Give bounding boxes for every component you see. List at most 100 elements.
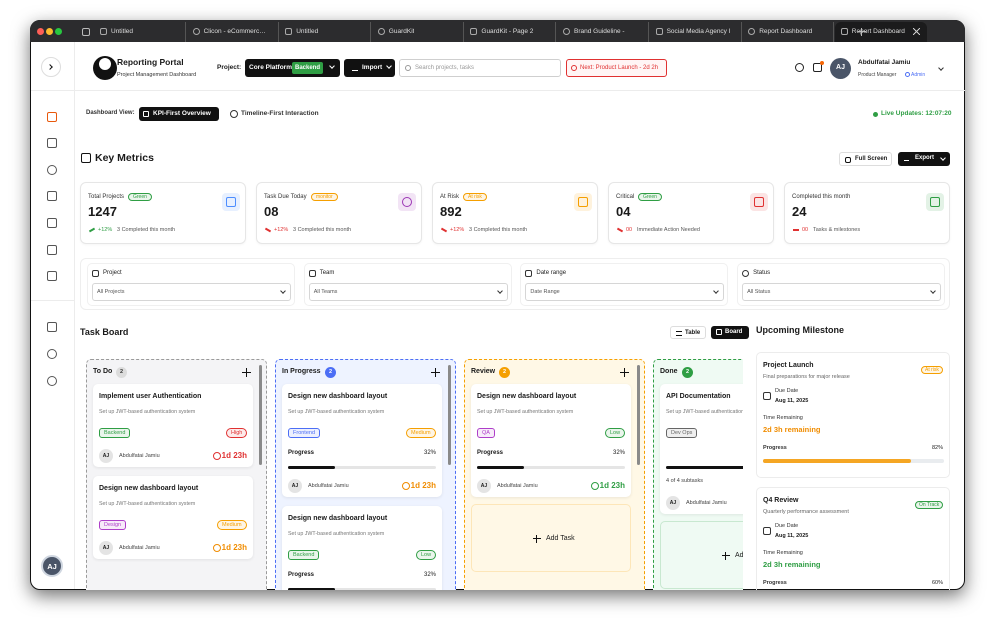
metric-value: 24 — [792, 204, 807, 220]
trend-icon — [264, 227, 272, 233]
chevron — [329, 63, 335, 69]
assignee-name: Abdulfatai Jamiu — [686, 499, 727, 506]
progress-label: Progress — [288, 450, 315, 457]
import-button[interactable]: Import — [344, 59, 395, 77]
icon[interactable] — [47, 112, 57, 122]
icon[interactable] — [795, 63, 804, 72]
user-avatar[interactable] — [830, 58, 851, 79]
filter-select[interactable]: All Teams — [308, 283, 508, 301]
browser-tab[interactable]: GuardKit - Page 2 — [464, 22, 557, 42]
view-label: Dashboard View: — [86, 110, 135, 117]
scrollbar — [448, 365, 451, 465]
metric-change: +12% — [98, 226, 113, 233]
assignee-initials: AJ — [102, 545, 110, 551]
export-button[interactable]: Export — [898, 152, 950, 166]
add-task-icon[interactable] — [620, 368, 629, 377]
browser-tab[interactable]: Untitled — [94, 22, 186, 42]
add-task-area[interactable]: Add Task — [660, 521, 743, 589]
project-select[interactable]: Core Platform Backend — [245, 59, 340, 77]
add-task-area[interactable]: Add Task — [471, 504, 631, 572]
icon[interactable] — [47, 349, 57, 359]
metric-card: Total Projects Green 1247 +12% 3 Completed t… — [80, 182, 246, 244]
browser-tab[interactable]: Clicon - eCommerce M — [187, 22, 279, 42]
browser-tab[interactable]: Report Dashboard — [834, 22, 927, 42]
metric-label: At Risk — [440, 194, 460, 201]
metric-label: Critical — [616, 194, 635, 201]
icon — [192, 28, 200, 35]
task-desc: Set up JWT-based authentication system — [477, 408, 574, 415]
icon — [716, 329, 722, 335]
icon — [571, 65, 577, 71]
filter-select[interactable]: All Status — [742, 283, 942, 301]
metric-card: Task Due Today monitor 08 +12% 3 Completed t… — [256, 182, 422, 244]
icon — [578, 197, 588, 207]
tab-close[interactable] — [912, 28, 920, 35]
browser-tab[interactable]: Report Dashboard — [742, 22, 835, 42]
window-control[interactable] — [37, 28, 44, 35]
filter-group: Status All Status — [737, 263, 946, 306]
milestone-card[interactable]: Q4 Review Quarterly performance assessmen… — [756, 487, 950, 590]
due-label: Due Date — [775, 522, 799, 529]
window-control[interactable] — [55, 28, 62, 35]
icon — [748, 28, 756, 35]
view-option-active[interactable]: KPI-First Overview — [139, 107, 219, 121]
browser-tab[interactable]: GuardKit — [372, 22, 464, 42]
search-input[interactable]: Search projects, tasks — [399, 59, 561, 77]
icon[interactable] — [47, 165, 57, 175]
icon[interactable] — [47, 322, 57, 332]
browser-tab[interactable]: Untitled — [279, 22, 372, 42]
task-card[interactable]: Design new dashboard layout Set up JWT-ba… — [282, 384, 442, 497]
progress-value: 32% — [423, 450, 436, 457]
view-option[interactable]: Timeline-First Interaction — [241, 110, 319, 118]
task-time: 1d 23h — [599, 481, 625, 491]
portal-subtitle: Project Management Dashboard — [117, 71, 197, 78]
metric-note: Tasks & milestones — [813, 226, 861, 233]
view-toggle[interactable]: Table — [670, 326, 706, 339]
metric-value: 1247 — [88, 204, 117, 220]
icon[interactable] — [47, 218, 57, 228]
icon[interactable] — [813, 63, 822, 72]
icon — [82, 28, 90, 36]
view-toggle-active[interactable]: Board — [711, 326, 749, 339]
filter-select[interactable]: Date Range — [525, 283, 725, 301]
view-toggle-label: Table — [685, 329, 701, 336]
task-card[interactable]: Design new dashboard layout Set up JWT-ba… — [93, 476, 253, 559]
task-card[interactable]: API Documentation Set up JWT-based authen… — [660, 384, 743, 514]
task-card[interactable]: Implement user Authentication Set up JWT-… — [93, 384, 253, 467]
full-screen-button[interactable]: Full Screen — [839, 152, 892, 166]
milestone-card[interactable]: Project Launch Final preparations for maj… — [756, 352, 950, 478]
filter-value: All Projects — [97, 289, 125, 296]
add-task-icon[interactable] — [242, 368, 251, 377]
add-task-icon[interactable] — [431, 368, 440, 377]
button-label: Export — [915, 155, 935, 162]
filter-label: Date range — [536, 270, 567, 277]
window-control[interactable] — [46, 28, 53, 35]
clock-icon — [402, 482, 410, 490]
sidebar-toggle[interactable] — [41, 57, 61, 77]
icon[interactable] — [47, 191, 57, 201]
chevron — [713, 288, 720, 294]
filter-select[interactable]: All Projects — [92, 283, 291, 301]
assignee-initials: AJ — [102, 453, 110, 459]
icon[interactable] — [47, 138, 57, 148]
browser-tab[interactable]: Brand Guideline - — [557, 22, 649, 42]
metric-change: +12% — [450, 226, 465, 233]
task-card[interactable]: Design new dashboard layout Set up JWT-ba… — [282, 506, 442, 590]
metric-badge: Green — [128, 193, 152, 201]
task-card[interactable]: Design new dashboard layout Set up JWT-ba… — [471, 384, 631, 497]
icon[interactable] — [47, 245, 57, 255]
notification-dot — [820, 61, 824, 65]
icon[interactable] — [47, 271, 57, 281]
next-milestone[interactable]: Next: Product Launch - 2d 2h — [566, 59, 667, 77]
new-tab[interactable] — [858, 28, 866, 36]
icon[interactable] — [47, 376, 57, 386]
milestone-badge: On Track — [915, 501, 944, 509]
trend-icon — [793, 229, 799, 231]
milestone-title: Project Launch — [763, 361, 814, 369]
icon — [143, 111, 149, 117]
browser-tab[interactable]: Social Media Agency I — [650, 22, 742, 42]
section-title: Key Metrics — [95, 151, 154, 164]
column-name: In Progress — [282, 367, 321, 375]
task-tag: Backend — [99, 427, 131, 439]
icon — [230, 110, 238, 118]
